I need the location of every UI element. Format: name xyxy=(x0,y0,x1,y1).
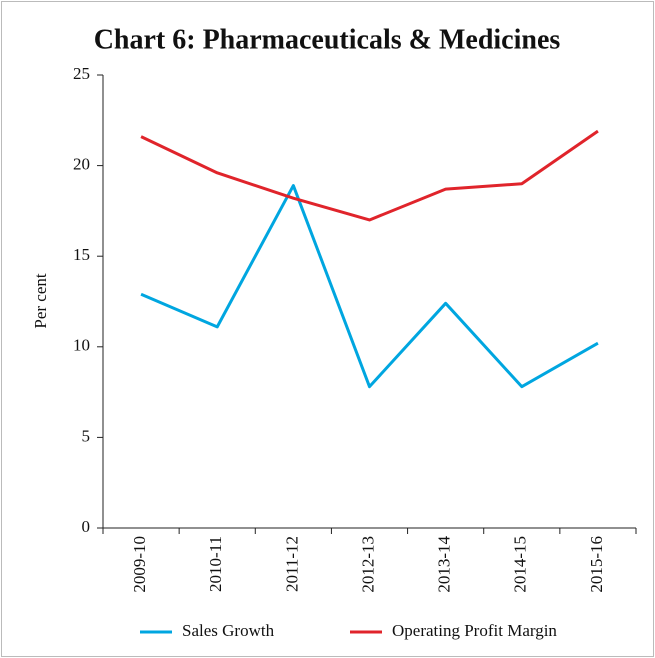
x-tick-label: 2010-11 xyxy=(206,536,225,592)
y-tick-label: 5 xyxy=(82,426,91,445)
x-tick-label: 2012-13 xyxy=(358,536,377,593)
x-tick-label: 2014-15 xyxy=(511,536,530,593)
line-series xyxy=(140,184,599,389)
chart-title: Chart 6: Pharmaceuticals & Medicines xyxy=(94,24,561,55)
x-tick-label: 2009-10 xyxy=(130,536,149,593)
y-axis-label: Per cent xyxy=(31,273,50,329)
y-tick-label: 15 xyxy=(73,245,90,264)
y-tick-label: 0 xyxy=(82,517,91,536)
line-series xyxy=(140,129,599,222)
x-tick-label: 2013-14 xyxy=(435,536,454,593)
x-tick-label: 2011-12 xyxy=(282,536,301,592)
legend-label: Operating Profit Margin xyxy=(392,621,557,640)
y-tick-label: 10 xyxy=(73,336,90,355)
y-tick-label: 20 xyxy=(73,155,90,174)
y-tick-label: 25 xyxy=(73,64,90,83)
legend-label: Sales Growth xyxy=(182,621,275,640)
x-tick-label: 2015-16 xyxy=(587,536,606,593)
